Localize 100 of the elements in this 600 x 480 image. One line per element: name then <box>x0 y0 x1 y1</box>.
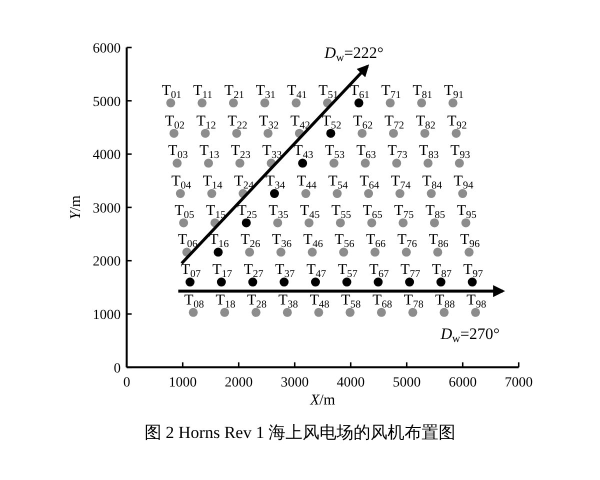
annotation: T$_{63}$ <box>356 143 376 162</box>
y-tick-label: 3000 <box>92 201 121 216</box>
annotation: T$_{47}$ <box>306 262 326 280</box>
annotation: T$_{04}$ <box>171 174 192 192</box>
x-tick-label: 6000 <box>448 375 477 390</box>
x-tick-label: 5000 <box>392 375 421 390</box>
y-tick-label: 2000 <box>92 254 121 270</box>
annotation: T$_{27}$ <box>244 262 264 280</box>
point <box>216 278 226 287</box>
annotation: T$_{57}$ <box>338 262 358 280</box>
annotation: T$_{35}$ <box>268 202 288 222</box>
point <box>405 278 414 287</box>
y-tick-label: 6000 <box>92 42 121 56</box>
annotation: T$_{86}$ <box>428 232 448 250</box>
annotation: T$_{98}$ <box>466 292 486 311</box>
annotation: T$_{53}$ <box>324 143 345 162</box>
annotation: T$_{12}$ <box>196 113 216 132</box>
point <box>354 98 364 108</box>
annotation: T$_{61}$ <box>350 82 370 102</box>
y-tick-label: 5000 <box>92 94 121 110</box>
annotation: T$_{13}$ <box>200 143 220 162</box>
annotation: T$_{22}$ <box>228 113 248 132</box>
point <box>310 278 320 287</box>
annotation: T$_{94}$ <box>454 174 474 192</box>
annotation: T$_{44}$ <box>296 174 318 192</box>
annotation: T$_{83}$ <box>419 143 439 162</box>
annotation: T$_{17}$ <box>212 262 232 280</box>
annotation: T$_{95}$ <box>456 202 477 222</box>
annotation: T$_{85}$ <box>425 202 446 222</box>
y-axis-title: Y/m <box>68 194 84 220</box>
annotation: T$_{73}$ <box>388 143 408 162</box>
annotation: T$_{01}$ <box>162 82 182 102</box>
annotation: T$_{67}$ <box>369 262 389 280</box>
annotation: T$_{96}$ <box>460 232 480 250</box>
y-tick-label: 1000 <box>92 308 121 323</box>
annotation: T$_{55}$ <box>331 202 352 222</box>
point <box>468 278 477 287</box>
point <box>242 218 251 228</box>
point <box>342 278 352 287</box>
annotation: T$_{71}$ <box>381 82 401 102</box>
annotation: T$_{07}$ <box>181 262 201 280</box>
annotation: T$_{64}$ <box>360 174 380 192</box>
annotation: T$_{32}$ <box>259 113 279 132</box>
annotation: T$_{62}$ <box>353 113 373 132</box>
x-tick-label: 0 <box>123 375 130 390</box>
annotation: T$_{26}$ <box>240 232 260 250</box>
annotation: T$_{56}$ <box>334 232 354 250</box>
annotation: T$_{68}$ <box>372 292 392 311</box>
annotation: T$_{41}$ <box>287 82 307 102</box>
annotation: T$_{52}$ <box>322 113 342 132</box>
annotation: T$_{76}$ <box>397 232 418 250</box>
annotation: T$_{08}$ <box>184 292 204 311</box>
annotation: T$_{88}$ <box>435 292 455 311</box>
x-tick-label: 4000 <box>336 375 365 390</box>
annotation: T$_{03}$ <box>168 143 188 162</box>
annotation: T$_{31}$ <box>256 82 276 102</box>
point <box>280 278 289 287</box>
annotation: T$_{91}$ <box>444 82 464 102</box>
annotation: T$_{43}$ <box>294 143 314 162</box>
annotation: T$_{66}$ <box>366 232 386 250</box>
annotation: T$_{51}$ <box>318 82 338 102</box>
point <box>248 278 258 287</box>
annotation: T$_{46}$ <box>303 232 323 250</box>
annotation: T$_{25}$ <box>237 202 257 222</box>
point <box>214 248 223 257</box>
point <box>436 278 446 287</box>
annotation: T$_{97}$ <box>463 262 483 280</box>
annotation: T$_{84}$ <box>422 174 443 192</box>
x-tick-label: 7000 <box>504 375 533 390</box>
x-axis-title: X/m <box>309 392 336 408</box>
annotation: T$_{37}$ <box>275 262 295 280</box>
x-tick-label: 3000 <box>280 375 309 390</box>
annotation: T$_{87}$ <box>432 262 452 280</box>
annotation: T$_{36}$ <box>272 232 292 250</box>
point <box>326 128 336 138</box>
y-tick-label: 4000 <box>92 148 121 164</box>
annotation: T$_{28}$ <box>247 292 267 311</box>
annotation: T$_{78}$ <box>404 292 424 311</box>
annotation: T$_{42}$ <box>290 113 310 132</box>
annotation: T$_{06}$ <box>178 232 198 250</box>
annotation: T$_{65}$ <box>362 202 382 222</box>
point <box>374 278 383 287</box>
annotation: T$_{14}$ <box>202 174 224 192</box>
annotation: T$_{34}$ <box>265 174 286 192</box>
annotation: T$_{82}$ <box>416 113 436 132</box>
annotation: T$_{38}$ <box>278 292 298 311</box>
annotation: D$_{w}$=222° <box>323 45 384 64</box>
annotation: T$_{45}$ <box>300 202 320 222</box>
y-tick-label: 0 <box>114 361 121 376</box>
annotation: T$_{72}$ <box>384 113 404 132</box>
annotation: T$_{02}$ <box>164 113 185 132</box>
annotation: T$_{21}$ <box>224 82 244 102</box>
annotation: T$_{77}$ <box>400 262 420 280</box>
annotation: T$_{58}$ <box>341 292 361 311</box>
x-tick-label: 1000 <box>168 375 197 390</box>
point <box>186 278 195 287</box>
annotation: T$_{05}$ <box>174 202 194 222</box>
point <box>298 158 308 168</box>
annotation: D$_{w}$=270° <box>440 326 500 346</box>
annotation: T$_{54}$ <box>328 174 349 192</box>
